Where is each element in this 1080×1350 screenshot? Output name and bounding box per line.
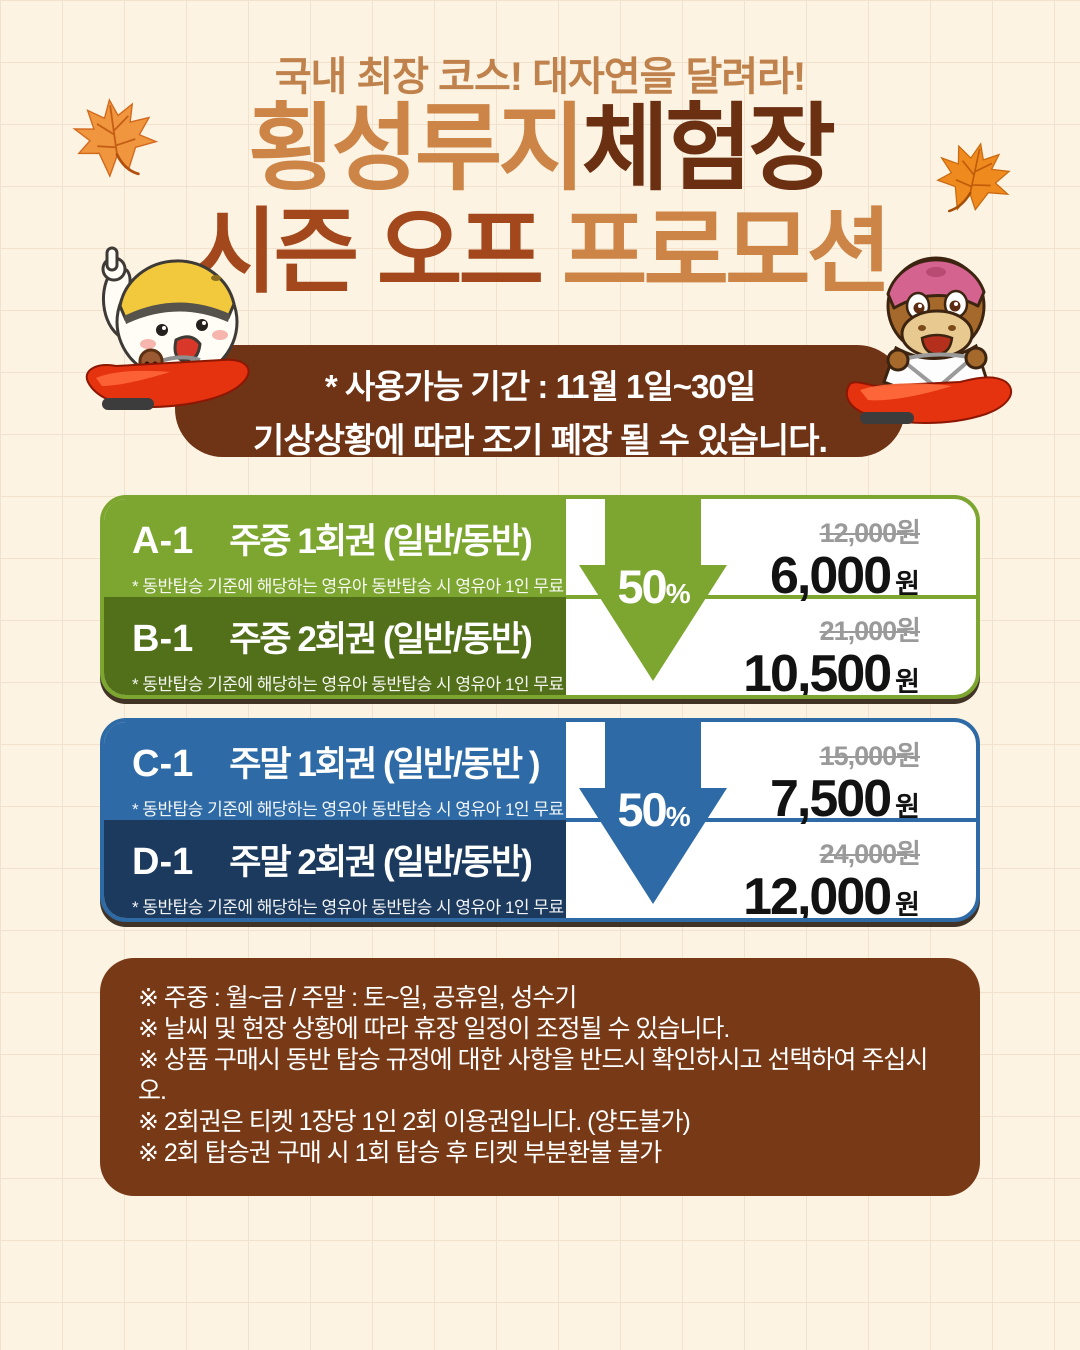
discount-arrow-down-icon bbox=[579, 499, 727, 681]
discount-badge: 50% bbox=[579, 559, 727, 614]
discount-percent-sign: % bbox=[665, 578, 691, 609]
price-block-d1: 24,000원 12,000 원 bbox=[636, 832, 976, 922]
currency-suffix: 원 bbox=[895, 792, 920, 822]
early-close-line: 기상상황에 따라 조기 폐장 될 수 있습니다. bbox=[253, 422, 828, 460]
row-footnote: * 동반탑승 기준에 해당하는 영유아 동반탑승 시 영유아 1인 무료 bbox=[132, 800, 564, 819]
row-label: 주말 1회권 (일반/동반 ) bbox=[229, 745, 540, 784]
note-line: ※ 2회권은 티켓 1장당 1인 2회 이용권입니다. (양도불가) bbox=[138, 1108, 691, 1136]
price-row-d1: D-1 주말 2회권 (일반/동반) * 동반탑승 기준에 해당하는 영유아 동… bbox=[104, 820, 566, 918]
price-block-a1: 12,000원 6,000 원 bbox=[636, 511, 976, 603]
new-price-value: 12,000 bbox=[743, 868, 892, 922]
old-price: 15,000원 bbox=[819, 741, 921, 771]
discount-value: 50 bbox=[617, 560, 667, 613]
poster-title-line2: 시즌 오프 프로모션 bbox=[0, 203, 1080, 302]
terms-notes-box: ※ 주중 : 월~금 / 주말 : 토~일, 공휴일, 성수기 ※ 날씨 및 현… bbox=[100, 958, 980, 1196]
title-part-orange: 횡성루지 bbox=[248, 96, 586, 202]
new-price-value: 6,000 bbox=[770, 547, 892, 605]
old-price: 21,000원 bbox=[819, 616, 921, 646]
discount-badge: 50% bbox=[579, 782, 727, 837]
brown-mascot-luge-icon bbox=[845, 256, 1013, 424]
discount-value: 50 bbox=[617, 783, 667, 836]
note-line: ※ 주중 : 월~금 / 주말 : 토~일, 공휴일, 성수기 bbox=[138, 984, 577, 1012]
row-code: C-1 bbox=[132, 743, 194, 785]
price-divider bbox=[566, 595, 976, 599]
title-part-brown: 체험장 bbox=[581, 96, 836, 202]
new-price: 6,000 원 bbox=[636, 547, 920, 605]
row-code: A-1 bbox=[132, 520, 194, 562]
new-price-value: 10,500 bbox=[743, 645, 892, 699]
row-footnote: * 동반탑승 기준에 해당하는 영유아 동반탑승 시 영유아 1인 무료 bbox=[132, 577, 564, 596]
old-price: 12,000원 bbox=[819, 518, 921, 548]
new-price: 7,500 원 bbox=[636, 770, 920, 828]
currency-suffix: 원 bbox=[895, 890, 920, 920]
maple-leaf-icon bbox=[72, 98, 159, 178]
weekday-price-card: A-1 주중 1회권 (일반/동반) * 동반탑승 기준에 해당하는 영유아 동… bbox=[100, 495, 980, 699]
note-line: ※ 날씨 및 현장 상황에 따라 휴장 일정이 조정될 수 있습니다. bbox=[138, 1015, 730, 1043]
new-price-value: 7,500 bbox=[770, 770, 892, 828]
row-code: B-1 bbox=[132, 618, 194, 660]
row-label: 주말 2회권 (일반/동반) bbox=[229, 843, 533, 882]
row-label: 주중 1회권 (일반/동반) bbox=[229, 522, 533, 561]
currency-suffix: 원 bbox=[895, 569, 920, 599]
usage-period-box: * 사용가능 기간 : 11월 1일~30일 기상상황에 따라 조기 폐장 될 … bbox=[175, 345, 905, 460]
price-block-b1: 21,000원 10,500 원 bbox=[636, 609, 976, 699]
new-price: 12,000 원 bbox=[636, 868, 920, 922]
price-divider bbox=[566, 818, 976, 822]
usage-period-line: * 사용가능 기간 : 11월 1일~30일 bbox=[324, 368, 756, 405]
maple-leaf-icon bbox=[936, 142, 1011, 213]
row-code: D-1 bbox=[132, 841, 194, 883]
note-line: ※ 상품 구매시 동반 탑승 규정에 대한 사항을 반드시 확인하시고 선택하여… bbox=[138, 1046, 928, 1105]
row-footnote: * 동반탑승 기준에 해당하는 영유아 동반탑승 시 영유아 1인 무료 bbox=[132, 675, 564, 694]
new-price: 10,500 원 bbox=[636, 645, 920, 699]
weekend-price-card: C-1 주말 1회권 (일반/동반 ) * 동반탑승 기준에 해당하는 영유아 … bbox=[100, 718, 980, 922]
poster-subtitle: 국내 최장 코스! 대자연을 달려라! bbox=[274, 55, 807, 99]
discount-percent-sign: % bbox=[665, 801, 691, 832]
price-block-c1: 15,000원 7,500 원 bbox=[636, 734, 976, 826]
note-line: ※ 2회 탑승권 구매 시 1회 탑승 후 티켓 부분환불 불가 bbox=[138, 1139, 662, 1167]
row-footnote: * 동반탑승 기준에 해당하는 영유아 동반탑승 시 영유아 1인 무료 bbox=[132, 898, 564, 917]
discount-arrow-down-icon bbox=[579, 722, 727, 904]
currency-suffix: 원 bbox=[895, 667, 920, 697]
title-part-rust: 시즌 오프 bbox=[191, 200, 544, 304]
old-price: 24,000원 bbox=[819, 839, 921, 869]
row-label: 주중 2회권 (일반/동반) bbox=[229, 620, 533, 659]
price-row-a1: A-1 주중 1회권 (일반/동반) * 동반탑승 기준에 해당하는 영유아 동… bbox=[104, 499, 566, 597]
poster-title-line1: 횡성루지체험장 bbox=[0, 99, 1080, 200]
price-row-b1: B-1 주중 2회권 (일반/동반) * 동반탑승 기준에 해당하는 영유아 동… bbox=[104, 597, 566, 695]
title-part-orange2: 프로모션 bbox=[540, 200, 892, 304]
white-mascot-luge-icon bbox=[85, 246, 250, 410]
price-row-c1: C-1 주말 1회권 (일반/동반 ) * 동반탑승 기준에 해당하는 영유아 … bbox=[104, 722, 566, 820]
